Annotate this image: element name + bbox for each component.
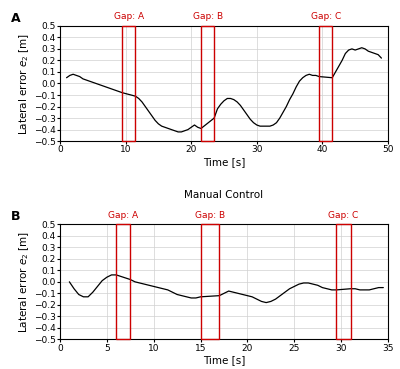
Bar <box>319 26 332 141</box>
Bar <box>200 224 219 339</box>
X-axis label: Time [s]: Time [s] <box>203 157 245 167</box>
Text: Gap: B: Gap: B <box>192 12 223 21</box>
Bar <box>122 26 136 141</box>
Text: Gap: C: Gap: C <box>328 211 359 220</box>
Text: Gap: A: Gap: A <box>108 211 138 220</box>
Text: B: B <box>11 210 20 223</box>
X-axis label: Time [s]: Time [s] <box>203 355 245 365</box>
Bar <box>336 224 350 339</box>
Bar <box>116 224 130 339</box>
Text: Gap: C: Gap: C <box>310 12 341 21</box>
Y-axis label: Lateral error $e_2$ [m]: Lateral error $e_2$ [m] <box>17 231 31 333</box>
Bar <box>201 26 214 141</box>
Text: A: A <box>11 12 20 25</box>
Text: Manual Control: Manual Control <box>184 190 264 200</box>
Text: Gap: A: Gap: A <box>114 12 144 21</box>
Y-axis label: Lateral error $e_2$ [m]: Lateral error $e_2$ [m] <box>17 32 31 135</box>
Text: Gap: B: Gap: B <box>195 211 225 220</box>
